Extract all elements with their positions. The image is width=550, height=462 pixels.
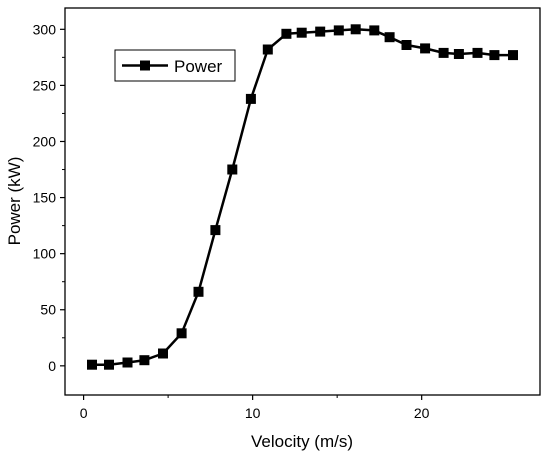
data-point-marker xyxy=(87,359,97,370)
y-tick-label: 50 xyxy=(40,302,56,318)
y-tick-label: 150 xyxy=(33,190,57,206)
data-point-marker xyxy=(245,93,256,104)
data-point-marker xyxy=(384,32,395,43)
data-point-marker xyxy=(315,26,326,37)
y-tick-label: 300 xyxy=(33,21,57,37)
data-point-marker xyxy=(472,47,483,58)
legend: Power xyxy=(114,49,236,82)
data-point-marker xyxy=(489,50,500,61)
data-point-marker xyxy=(401,40,412,50)
x-axis-label: Velocity (m/s) xyxy=(251,432,353,451)
data-point-marker xyxy=(139,355,150,366)
series-layer xyxy=(87,24,518,370)
y-tick-label: 100 xyxy=(33,246,57,262)
data-point-marker xyxy=(369,25,380,36)
y-axis-ticks: 0 50 100 150 200 250 300 xyxy=(33,21,65,374)
data-point-marker xyxy=(193,286,204,297)
data-point-marker xyxy=(210,225,221,236)
data-point-marker xyxy=(350,24,361,35)
plot-frame xyxy=(64,7,541,396)
x-axis-ticks: 0 10 20 xyxy=(80,395,430,421)
data-point-marker xyxy=(281,28,292,39)
data-point-marker xyxy=(296,27,307,38)
x-tick-label: 20 xyxy=(414,405,430,421)
data-point-marker xyxy=(438,47,449,58)
data-point-marker xyxy=(453,49,464,59)
data-point-marker xyxy=(262,44,273,55)
data-point-marker xyxy=(176,328,187,339)
legend-marker-square-icon xyxy=(140,60,150,71)
y-tick-label: 250 xyxy=(33,77,57,93)
data-point-marker xyxy=(333,25,344,36)
y-axis-label: Power (kW) xyxy=(5,157,24,246)
x-tick-label: 0 xyxy=(80,405,88,421)
data-point-marker xyxy=(227,164,238,175)
data-point-marker xyxy=(420,43,431,54)
legend-label-power: Power xyxy=(174,57,223,76)
y-tick-label: 200 xyxy=(33,133,57,149)
x-tick-label: 10 xyxy=(245,405,261,421)
data-point-marker xyxy=(508,50,518,61)
data-point-marker xyxy=(104,359,114,370)
data-point-marker xyxy=(158,348,168,359)
data-point-marker xyxy=(122,357,133,368)
y-tick-label: 0 xyxy=(48,358,56,374)
